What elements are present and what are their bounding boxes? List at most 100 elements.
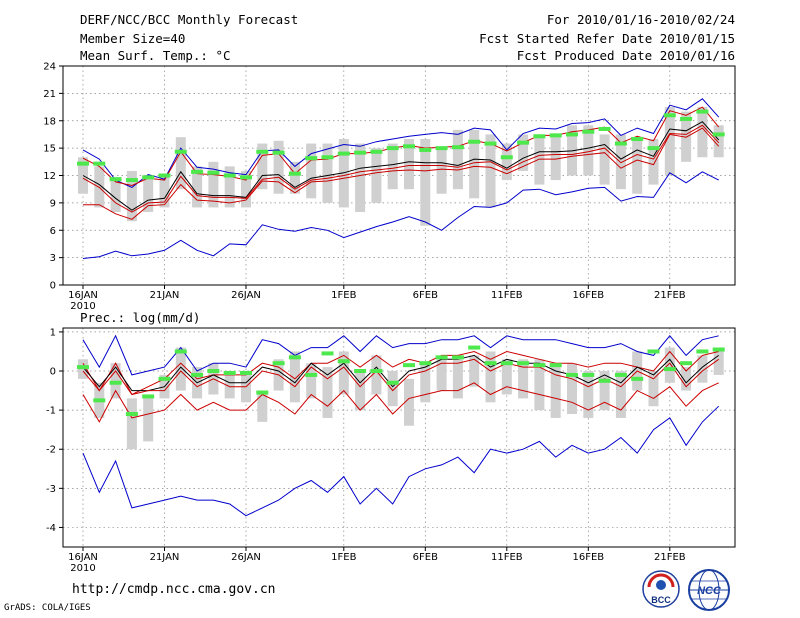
spread-box (518, 134, 529, 171)
observed-marker (582, 129, 595, 134)
observed-marker (125, 412, 138, 417)
fcst-produced-date: Fcst Produced Date 2010/01/16 (516, 48, 735, 63)
spread-box (534, 359, 545, 411)
y-tick-label: 3 (50, 253, 56, 264)
observed-marker (256, 390, 269, 395)
spread-box (289, 161, 300, 194)
observed-marker (680, 116, 693, 121)
observed-marker (386, 380, 399, 385)
observed-marker (321, 351, 334, 356)
precip-panel-title: Prec.: log(mm/d) (80, 310, 201, 325)
temp-panel-title: Mean Surf. Temp.: °C (80, 48, 231, 63)
spread-box (501, 143, 512, 181)
mean2-line (82, 124, 720, 213)
y-tick-label: -1 (46, 406, 56, 417)
observed-marker (451, 355, 464, 360)
observed-marker (566, 132, 578, 137)
spread-box (550, 363, 561, 418)
lower-line (82, 382, 719, 423)
observed-marker (272, 150, 285, 155)
observed-marker (647, 146, 660, 151)
observed-marker (93, 161, 106, 166)
observed-marker (451, 145, 464, 150)
x-tick-label: 11FEB (491, 290, 523, 301)
observed-marker (223, 173, 236, 178)
x-tick-label: 16FEB (572, 290, 604, 301)
observed-marker (712, 347, 725, 352)
min-line (82, 171, 719, 259)
spread-box (289, 351, 300, 403)
observed-marker (288, 355, 301, 360)
spread-box (713, 125, 724, 158)
spread-box (485, 351, 496, 403)
observed-marker (370, 149, 383, 154)
bcc-logo-text: BCC (651, 595, 671, 605)
observed-marker (631, 137, 644, 141)
spread-box (436, 359, 447, 391)
spread-box (322, 143, 333, 203)
observed-marker (696, 109, 709, 114)
spread-box (599, 134, 610, 185)
spread-box (469, 355, 480, 387)
mean2-line (82, 358, 719, 396)
spread-box (371, 148, 382, 203)
observed-marker (305, 372, 318, 377)
observed-marker (207, 170, 220, 175)
grads-credit: GrADS: COLA/IGES (4, 603, 91, 613)
x-tick-label: 16JAN (68, 552, 98, 563)
panel-frame (62, 65, 736, 286)
spread-box (452, 359, 463, 399)
observed-marker (549, 363, 562, 368)
observed-marker (500, 155, 513, 160)
observed-marker (533, 363, 546, 368)
fcst-started-date: Fcst Started Refer Date 2010/01/15 (479, 31, 735, 46)
spread-box (306, 143, 317, 199)
observed-marker (533, 134, 546, 139)
observed-marker (614, 141, 627, 146)
observed-marker (435, 355, 448, 360)
spread-box (208, 161, 219, 208)
observed-marker (354, 369, 367, 374)
spread-box (355, 143, 366, 212)
x-tick-label: 11FEB (491, 552, 523, 563)
spread-box (485, 134, 496, 208)
spread-box (713, 347, 724, 375)
spread-box (452, 129, 463, 190)
upper-line (82, 106, 720, 187)
observed-marker (93, 398, 106, 403)
spread-box (175, 137, 186, 190)
spread-box (436, 148, 447, 194)
spread-box (681, 367, 692, 391)
observed-marker (403, 363, 415, 368)
spread-box (404, 378, 414, 426)
observed-marker (207, 369, 220, 374)
ncc-logo: NCC (687, 569, 731, 611)
observed-marker (223, 370, 236, 375)
x-tick-label: 21JAN (150, 552, 180, 563)
spread-box (697, 107, 708, 158)
observed-marker (174, 349, 187, 354)
observed-marker (468, 139, 481, 144)
y-tick-label: 18 (43, 116, 56, 127)
source-url[interactable]: http://cmdp.ncc.cma.gov.cn (72, 582, 276, 597)
y-tick-label: 6 (50, 226, 56, 237)
spread-box (583, 371, 594, 418)
observed-marker (256, 149, 269, 154)
y-tick-label: -3 (46, 484, 56, 495)
spread-box (110, 177, 121, 212)
spread-box (159, 175, 170, 208)
ncc-logo-text: NCC (697, 585, 722, 597)
observed-marker (696, 349, 709, 354)
observed-marker (191, 372, 204, 377)
observed-marker (647, 349, 660, 354)
y-tick-label: 1 (50, 327, 56, 338)
y-tick-label: -2 (46, 445, 56, 456)
observed-marker (419, 147, 432, 152)
x-tick-label: 21FEB (654, 552, 686, 563)
min-line (82, 405, 720, 517)
spread-box (697, 355, 708, 383)
spread-box (126, 398, 137, 450)
observed-marker (403, 144, 415, 149)
spread-box (338, 351, 349, 395)
spread-box (518, 359, 529, 399)
